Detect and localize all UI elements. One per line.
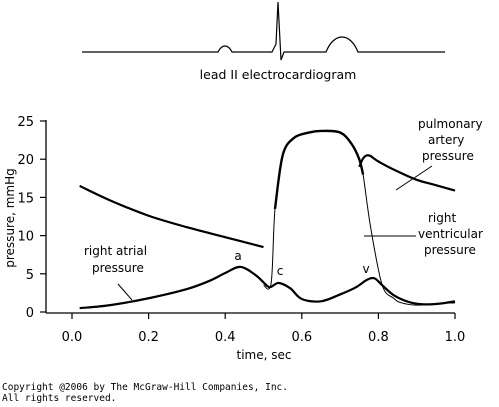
x-ticks: 0.0 0.2 0.4 0.6 0.8 1.0 [62, 313, 466, 345]
x-tick-label: 0.8 [368, 330, 389, 345]
y-tick-label: 25 [17, 115, 34, 130]
x-axis-title: time, sec [237, 348, 292, 362]
x-tick-label: 0.4 [215, 330, 236, 345]
wave-a-label: a [234, 249, 241, 263]
wave-v-label: v [362, 262, 369, 276]
rv-label-line2: ventricular [418, 227, 483, 241]
y-tick-label: 0 [26, 306, 34, 321]
series-group [79, 129, 456, 310]
x-tick-label: 0.0 [62, 330, 83, 345]
pa-label-line3: pressure [422, 149, 474, 163]
x-tick-label: 1.0 [445, 330, 466, 345]
pa-label-line1: pulmonary [418, 117, 483, 131]
copyright-line-2: All rights reserved. [2, 393, 117, 404]
y-ticks: 0 5 10 15 20 25 [17, 115, 46, 321]
pulmonary-artery-line-2 [358, 154, 456, 192]
pa-leader [395, 165, 433, 191]
rv-label-line3: pressure [424, 243, 476, 257]
copyright-notice: Copyright @2006 by The McGraw-Hill Compa… [2, 382, 288, 404]
copyright-line-1: Copyright @2006 by The McGraw-Hill Compa… [2, 382, 288, 393]
rv-label-line1: right [428, 211, 456, 225]
y-axis-title: pressure, mmHg [3, 168, 17, 267]
y-tick-label: 20 [17, 153, 34, 168]
x-tick-label: 0.2 [138, 330, 159, 345]
ecg-trace [82, 1, 445, 61]
y-tick-label: 5 [26, 268, 34, 283]
y-tick-label: 15 [17, 191, 34, 206]
pulmonary-artery-line-1 [79, 184, 264, 249]
y-tick-label: 10 [17, 230, 34, 245]
pa-label-line2: artery [428, 133, 464, 147]
right-atrial-line [79, 265, 456, 310]
right-ventricular-plateau [273, 129, 365, 210]
x-tick-label: 0.6 [291, 330, 312, 345]
wave-c-label: c [277, 264, 284, 278]
ra-label-line2: pressure [92, 261, 144, 275]
ra-leader [117, 283, 133, 301]
ra-label-line1: right atrial [84, 244, 147, 258]
ecg-caption: lead II electrocardiogram [200, 67, 357, 82]
